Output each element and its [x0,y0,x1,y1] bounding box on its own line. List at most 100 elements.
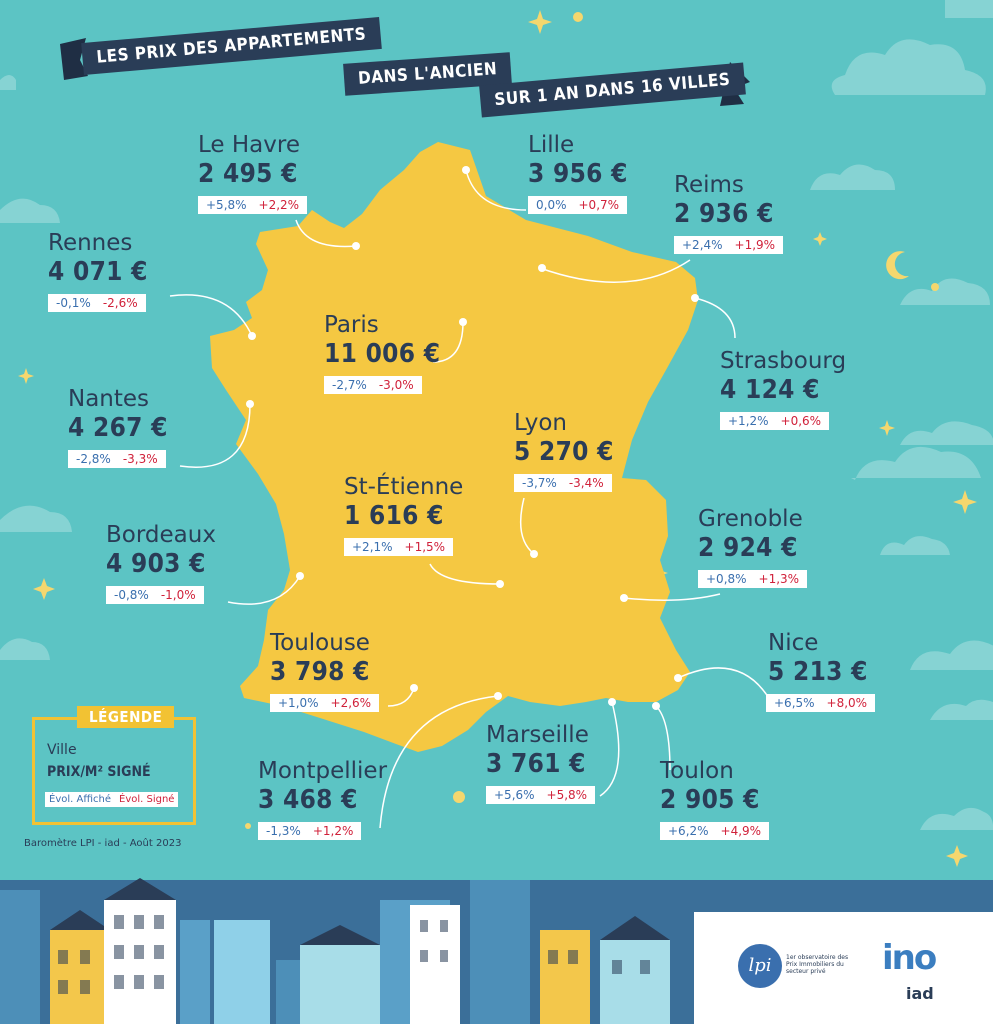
evol-signe: -3,4% [568,476,604,490]
city-name: Montpellier [258,758,388,784]
city-name: Reims [674,172,744,198]
city-name: Strasbourg [720,348,847,374]
city-st-etienne: St-Étienne 1 616 € +2,1% +1,5% [344,474,463,556]
city-name: Toulon [660,758,734,784]
city-lille: Lille 3 956 € 0,0% +0,7% [528,132,628,214]
evol-signe: -2,6% [102,296,138,310]
city-name: Marseille [486,722,589,748]
city-price: 1 616 € [344,501,444,531]
city-price: 4 903 € [106,549,206,579]
city-price: 4 071 € [48,257,148,287]
city-reims: Reims 2 936 € +2,4% +1,9% [674,172,784,254]
evol-affiche: -3,7% [522,476,557,490]
evol-affiche: +1,0% [278,696,319,710]
city-grenoble: Grenoble 2 924 € +0,8% +1,3% [698,506,808,588]
evol-affiche: +6,2% [668,824,709,838]
city-name: St-Étienne [344,474,464,500]
evol-affiche: +5,6% [494,788,535,802]
city-price: 4 124 € [720,375,820,405]
city-price: 2 924 € [698,533,798,563]
legend-ville: Ville [47,742,77,758]
evolution-box: -1,3% +1,2% [258,822,362,840]
city-price: 5 270 € [514,437,614,467]
lpi-logo-text: 1er observatoire des Prix Immobiliers du… [786,954,849,975]
legend-evolution: Évol. Affiché Évol. Signé [45,792,179,807]
iad-logo: ino [882,938,937,978]
evol-affiche: +6,5% [774,696,815,710]
iad-logo-text: iad [906,984,934,1003]
city-price: 5 213 € [768,657,868,687]
evol-affiche: -1,3% [266,824,301,838]
city-paris: Paris 11 006 € -2,7% -3,0% [324,312,440,394]
evol-affiche: -2,8% [76,452,111,466]
city-nice: Nice 5 213 € +6,5% +8,0% [766,630,876,712]
evolution-box: 0,0% +0,7% [528,196,628,214]
france-map [210,142,698,752]
city-montpellier: Montpellier 3 468 € -1,3% +1,2% [258,758,387,840]
evol-affiche: +1,2% [728,414,769,428]
city-name: Paris [324,312,379,338]
source-caption: Baromètre LPI - iad - Août 2023 [24,838,182,849]
evolution-box: -0,8% -1,0% [106,586,204,604]
city-le-havre: Le Havre 2 495 € +5,8% +2,2% [198,132,308,214]
evol-affiche: 0,0% [536,198,567,212]
city-strasbourg: Strasbourg 4 124 € +1,2% +0,6% [720,348,846,430]
legend-evol-signe: Évol. Signé [119,794,175,805]
city-price: 11 006 € [324,339,441,369]
moon-icon [886,251,909,280]
city-price: 2 936 € [674,199,774,229]
evolution-box: -0,1% -2,6% [48,294,146,312]
evol-affiche: -0,1% [56,296,91,310]
evol-signe: +1,9% [734,238,776,252]
legend-evol-affiche: Évol. Affiché [49,794,111,805]
city-name: Rennes [48,230,133,256]
city-name: Lyon [514,410,567,436]
evol-signe: -3,0% [378,378,414,392]
evol-affiche: +5,8% [206,198,247,212]
city-name: Nantes [68,386,150,412]
lpi-logo: lpi [738,944,782,988]
evolution-box: +2,1% +1,5% [344,538,454,556]
city-toulon: Toulon 2 905 € +6,2% +4,9% [660,758,770,840]
evol-affiche: +0,8% [706,572,747,586]
city-name: Bordeaux [106,522,216,548]
evol-signe: +5,8% [546,788,588,802]
city-price: 3 761 € [486,749,586,779]
evol-signe: +0,7% [578,198,620,212]
evol-signe: +1,5% [404,540,446,554]
evol-affiche: -2,7% [332,378,367,392]
legend-title: LÉGENDE [77,706,175,728]
city-price: 2 905 € [660,785,760,815]
evol-signe: -1,0% [160,588,196,602]
city-name: Lille [528,132,575,158]
legend-prix: PRIX/M² SIGNÉ [47,764,151,780]
evolution-box: +6,5% +8,0% [766,694,876,712]
evolution-box: -3,7% -3,4% [514,474,612,492]
city-price: 3 956 € [528,159,628,189]
evol-signe: +2,6% [330,696,372,710]
evolution-box: -2,8% -3,3% [68,450,166,468]
evolution-box: +5,8% +2,2% [198,196,308,214]
evol-signe: +8,0% [826,696,868,710]
evolution-box: -2,7% -3,0% [324,376,422,394]
evolution-box: +6,2% +4,9% [660,822,770,840]
city-name: Nice [768,630,819,656]
legend: LÉGENDE Ville PRIX/M² SIGNÉ Évol. Affich… [32,706,196,825]
logos-panel: lpi 1er observatoire des Prix Immobilier… [694,912,993,1024]
city-price: 3 468 € [258,785,358,815]
city-toulouse: Toulouse 3 798 € +1,0% +2,6% [270,630,380,712]
city-name: Toulouse [270,630,370,656]
city-rennes: Rennes 4 071 € -0,1% -2,6% [48,230,148,312]
city-marseille: Marseille 3 761 € +5,6% +5,8% [486,722,596,804]
evolution-box: +2,4% +1,9% [674,236,784,254]
city-price: 4 267 € [68,413,168,443]
evolution-box: +1,0% +2,6% [270,694,380,712]
evol-signe: +1,3% [758,572,800,586]
evolution-box: +1,2% +0,6% [720,412,830,430]
city-dots [246,166,699,710]
city-nantes: Nantes 4 267 € -2,8% -3,3% [68,386,168,468]
evol-signe: -3,3% [122,452,158,466]
evol-signe: +1,2% [312,824,354,838]
